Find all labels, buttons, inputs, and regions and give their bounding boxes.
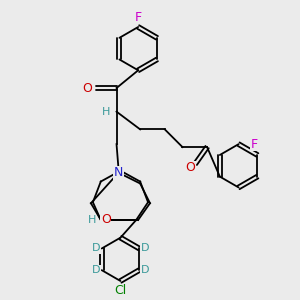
Text: Cl: Cl: [114, 284, 127, 297]
Text: F: F: [250, 138, 257, 151]
Text: D: D: [92, 244, 100, 254]
Text: O: O: [185, 161, 195, 174]
Text: N: N: [114, 166, 123, 179]
Text: O: O: [101, 213, 111, 226]
Text: H: H: [102, 106, 111, 117]
Text: F: F: [135, 11, 142, 24]
Text: H: H: [88, 215, 96, 225]
Text: D: D: [141, 265, 149, 275]
Text: O: O: [82, 82, 92, 94]
Text: D: D: [92, 265, 100, 275]
Text: D: D: [141, 244, 149, 254]
